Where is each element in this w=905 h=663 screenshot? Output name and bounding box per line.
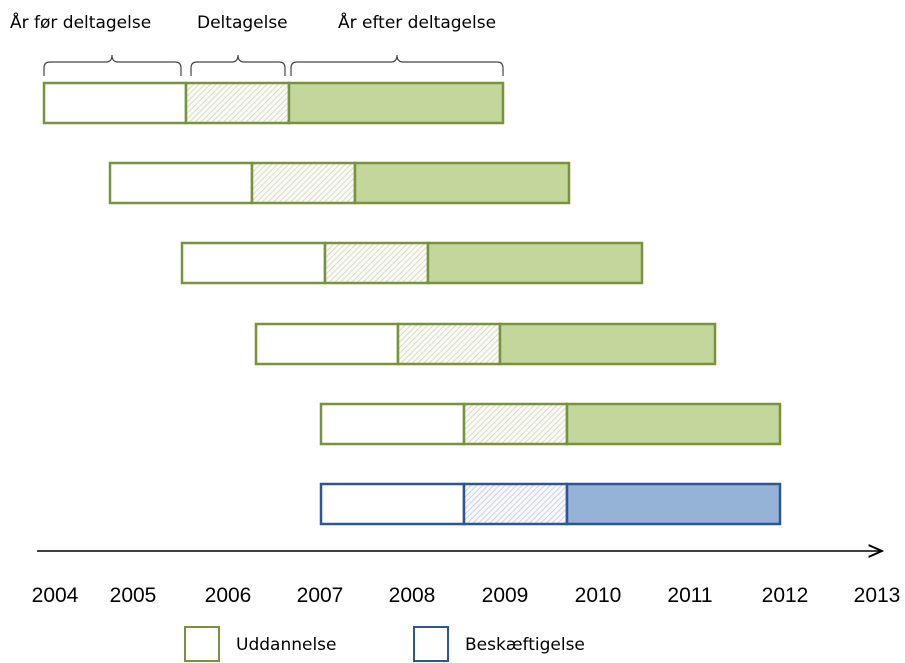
segment-during — [184, 81, 291, 125]
year-label: 2011 — [667, 584, 712, 607]
year-label: 2009 — [482, 584, 529, 607]
label-after: År efter deltagelse — [338, 11, 496, 33]
segment-during — [323, 241, 430, 285]
segment-after — [426, 241, 644, 285]
year-label: 2005 — [110, 584, 157, 607]
year-label: 2013 — [854, 584, 901, 607]
segment-before — [254, 322, 400, 366]
brace — [190, 54, 286, 76]
segment-before — [42, 81, 188, 125]
segment-after — [353, 161, 571, 205]
year-label: 2007 — [297, 584, 344, 607]
segment-during — [462, 482, 569, 526]
legend-label: Uddannelse — [236, 635, 337, 655]
year-labels: 2004 2005 2006 2007 2008 2009 2010 2011 2012 2013 — [32, 584, 901, 607]
segment-before — [180, 241, 327, 285]
brace — [43, 54, 182, 76]
segment-after — [498, 322, 717, 366]
segment-after — [565, 482, 782, 526]
year-label: 2004 — [32, 584, 79, 607]
segment-before — [319, 482, 466, 526]
year-label: 2008 — [389, 584, 436, 607]
year-label: 2012 — [762, 584, 809, 607]
legend-swatch-green — [184, 626, 220, 662]
label-before: År før deltagelse — [10, 11, 151, 33]
segment-during — [462, 402, 569, 446]
brace — [290, 54, 504, 76]
segment-before — [108, 161, 254, 205]
timeline-bars — [42, 81, 782, 526]
segment-after — [287, 81, 505, 125]
segment-after — [565, 402, 782, 446]
segment-during — [396, 322, 502, 366]
year-label: 2010 — [575, 584, 622, 607]
year-label: 2006 — [205, 584, 252, 607]
legend-label: Beskæftigelse — [465, 635, 585, 655]
label-during: Deltagelse — [197, 13, 288, 33]
segment-before — [319, 402, 466, 446]
segment-during — [250, 161, 357, 205]
legend-swatch-blue — [413, 626, 449, 662]
